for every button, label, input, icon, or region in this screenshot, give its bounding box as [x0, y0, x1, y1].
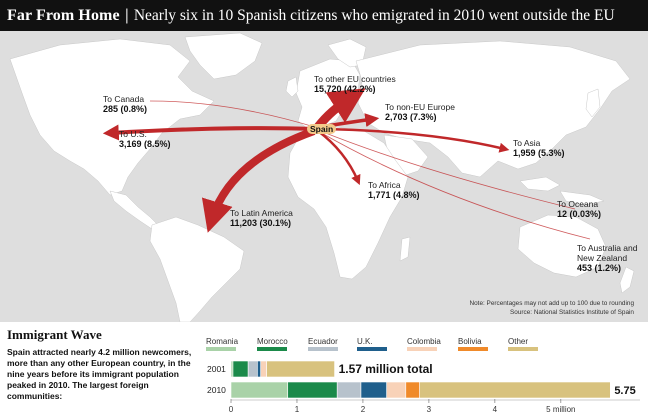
- legend-swatch-other: [508, 347, 538, 351]
- stacked-bar-chart: Romania Morocco Ecuador U.K. Colombia Bolivia…: [206, 337, 640, 414]
- bar-label-2001: 2001: [207, 364, 226, 374]
- thin-flow-lines: [149, 100, 591, 240]
- x-tick-label-5: 5 million: [546, 405, 575, 414]
- legend-swatch-bolivia: [458, 347, 488, 351]
- bar-segment-2001-other: [266, 360, 335, 378]
- graphic-subtitle: Nearly six in 10 Spanish citizens who em…: [133, 6, 615, 24]
- legend-label-colombia: Colombia: [407, 337, 441, 346]
- x-tick-label-4: 4: [493, 405, 498, 414]
- bar-segment-2010-colombia: [386, 381, 407, 399]
- total-label-2001: 1.57 million total: [339, 362, 433, 376]
- legend-swatch-ecuador: [308, 347, 338, 351]
- legend-swatch-romania: [206, 347, 236, 351]
- flow-arrow-us: [102, 124, 317, 141]
- x-tick-label-3: 3: [427, 405, 432, 414]
- x-tick-label-1: 1: [295, 405, 300, 414]
- flow-arrow-latin-america: [201, 127, 316, 233]
- label-oceana: To Oceana 12 (0.03%): [557, 199, 602, 219]
- total-label-2010: 5.75: [614, 385, 635, 397]
- medium-flow-arrows: [102, 113, 510, 186]
- source-note: Source: National Statistics Institute of…: [510, 309, 634, 316]
- label-australia-nz: To Australia and New Zealand 453 (1.2%): [577, 243, 638, 273]
- label-africa: To Africa 1,771 (4.8%): [368, 180, 420, 200]
- flow-arrow-africa: [317, 129, 361, 186]
- legend-label-u-k: U.K.: [357, 337, 373, 346]
- bar-segment-2010-ecuador: [336, 381, 362, 399]
- title-separator: |: [124, 6, 129, 24]
- bar-segment-2001-morocco: [232, 360, 249, 378]
- x-tick-label-0: 0: [229, 405, 234, 414]
- bar-segment-2010-other: [419, 381, 611, 399]
- bar-segment-2001-ecuador: [247, 360, 258, 378]
- legend-label-romania: Romania: [206, 337, 239, 346]
- bar-label-2010: 2010: [207, 385, 226, 395]
- bar-segment-2010-romania: [230, 381, 289, 399]
- graphic-title: Far From Home: [7, 6, 120, 24]
- immigrant-wave-panel: Immigrant Wave Spain attracted nearly 4.…: [0, 322, 648, 420]
- x-tick-label-2: 2: [361, 405, 366, 414]
- label-non-eu-europe: To non-EU Europe 2,703 (7.3%): [385, 102, 455, 122]
- bar-segment-2010-u-k: [360, 381, 387, 399]
- legend-label-ecuador: Ecuador: [308, 337, 338, 346]
- land-masses: [9, 32, 635, 322]
- label-us: To U.S. 3,169 (8.5%): [119, 129, 171, 149]
- legend-label-other: Other: [508, 337, 528, 346]
- bar-segment-2010-bolivia: [405, 381, 420, 399]
- flow-line-oceana: [317, 129, 576, 210]
- flow-line-canada: [149, 100, 319, 129]
- header-bar: Far From Home | Nearly six in 10 Spanish…: [0, 0, 648, 31]
- world-map: Spain To other EU countries 15,720 (42.2…: [0, 31, 648, 322]
- immigrant-wave-title: Immigrant Wave: [7, 327, 102, 342]
- legend-swatch-colombia: [407, 347, 437, 351]
- bar-segment-2001-u-k: [257, 360, 261, 378]
- bar-segment-2001-colombia: [260, 360, 267, 378]
- legend-label-bolivia: Bolivia: [458, 337, 482, 346]
- bar-segment-2010-morocco: [287, 381, 338, 399]
- label-other-eu: To other EU countries 15,720 (42.2%): [314, 74, 396, 94]
- legend-swatch-morocco: [257, 347, 287, 351]
- rounding-note: Note: Percentages may not add up to 100 …: [469, 300, 635, 307]
- legend-swatch-u-k: [357, 347, 387, 351]
- label-canada: To Canada 285 (0.8%): [103, 94, 148, 114]
- flow-line-australia: [317, 130, 591, 240]
- immigrant-wave-description: Spain attracted nearly 4.2 million newco…: [7, 347, 192, 401]
- origin-label-spain: Spain: [307, 124, 337, 134]
- label-latin-america: To Latin America 11,203 (30.1%): [230, 208, 293, 228]
- flow-arrow-asia: [321, 127, 510, 153]
- map-canvas: [9, 32, 635, 322]
- label-asia: To Asia 1,959 (5.3%): [513, 138, 565, 158]
- legend-label-morocco: Morocco: [257, 337, 288, 346]
